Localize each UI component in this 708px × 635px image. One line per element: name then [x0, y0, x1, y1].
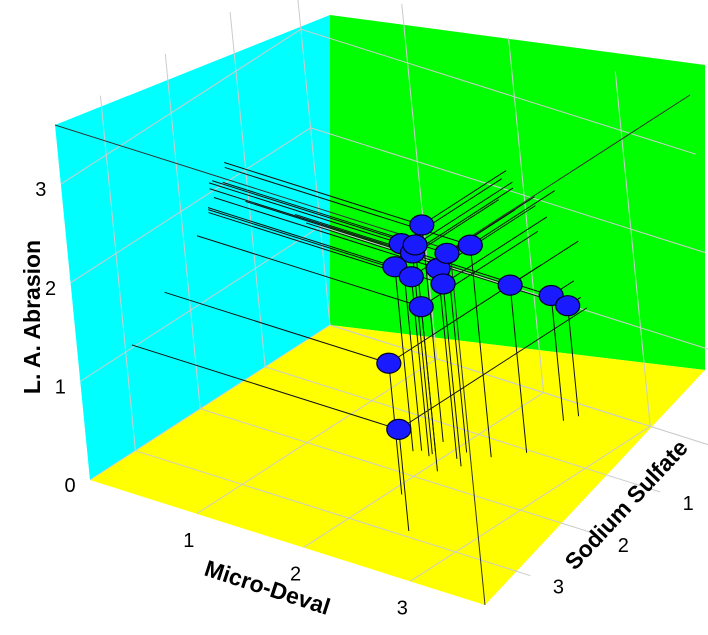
drop-line-side: [209, 188, 413, 254]
gridline-back-z: [329, 324, 708, 446]
back-wall: [330, 15, 705, 370]
z-tick-label: 1: [55, 376, 66, 398]
data-point: [457, 234, 483, 256]
data-point: [408, 296, 434, 318]
y-tick-label: 3: [553, 577, 564, 599]
drop-line-side: [208, 182, 402, 245]
drop-line-side: [207, 207, 396, 268]
x-tick-label: 3: [397, 597, 408, 619]
gridline-floor-y: [264, 366, 661, 493]
drop-line-floor: [442, 283, 462, 467]
side-wall: [55, 15, 330, 480]
z-tick-label: 0: [64, 475, 75, 497]
x-tick-label: 1: [183, 530, 194, 552]
drop-line-side: [131, 344, 399, 430]
tick-labels: 12301230123: [35, 179, 694, 619]
drop-line-floor: [550, 295, 565, 421]
drop-line-back: [398, 307, 588, 430]
data-point: [409, 214, 435, 236]
gridline-side-z: [89, 324, 331, 481]
drop-line-side: [208, 212, 412, 278]
drop-line-back: [442, 216, 548, 285]
box-edge: [449, 249, 486, 606]
drop-line-floor: [421, 224, 444, 443]
data-point: [386, 418, 412, 440]
drop-line-floor: [469, 245, 492, 458]
drop-line-side: [245, 200, 511, 286]
gridline-side-z: [70, 127, 311, 284]
drop-line-back: [509, 240, 579, 286]
data-point: [497, 274, 523, 296]
drop-line-back: [421, 170, 507, 226]
drop-line-floor: [437, 268, 458, 459]
drop-line-floor: [567, 305, 580, 417]
data-point: [402, 234, 428, 256]
data-point: [434, 242, 460, 264]
drop-line-floor: [509, 285, 528, 453]
drop-line-side: [196, 235, 422, 308]
x-axis-label: Micro-Deval: [201, 555, 333, 620]
y-tick-label: 2: [618, 535, 629, 557]
gridline-floor-x: [196, 358, 438, 515]
drop-line-side: [224, 162, 422, 226]
x-tick-label: 2: [290, 564, 301, 586]
gridline-side-z: [60, 28, 302, 185]
drop-line-back: [412, 187, 514, 254]
box-edge: [54, 124, 451, 251]
z-tick-label: 3: [35, 179, 46, 201]
drop-line-floor: [394, 266, 414, 452]
box-edge: [449, 94, 691, 251]
drop-line-floor: [398, 429, 410, 531]
gridline-floor-y: [200, 408, 596, 535]
data-point: [398, 266, 424, 288]
data-point: [430, 273, 456, 295]
gridline-back-z: [310, 127, 706, 254]
box-frame: [54, 94, 691, 606]
y-tick-label: 1: [683, 493, 694, 515]
data-points: [376, 214, 581, 440]
z-axis-label: L. A. Abrasion: [19, 240, 45, 394]
gridline-floor-y: [135, 450, 531, 577]
drop-line-back: [414, 181, 513, 246]
gridline-floor-x: [303, 392, 544, 548]
drop-line-back: [470, 190, 555, 246]
data-point: [555, 295, 581, 317]
gridline-floor-x: [409, 425, 651, 582]
z-tick-label: 2: [45, 278, 56, 300]
drop-line-side: [164, 291, 389, 364]
data-point: [376, 352, 402, 374]
drop-line-side: [212, 180, 416, 246]
